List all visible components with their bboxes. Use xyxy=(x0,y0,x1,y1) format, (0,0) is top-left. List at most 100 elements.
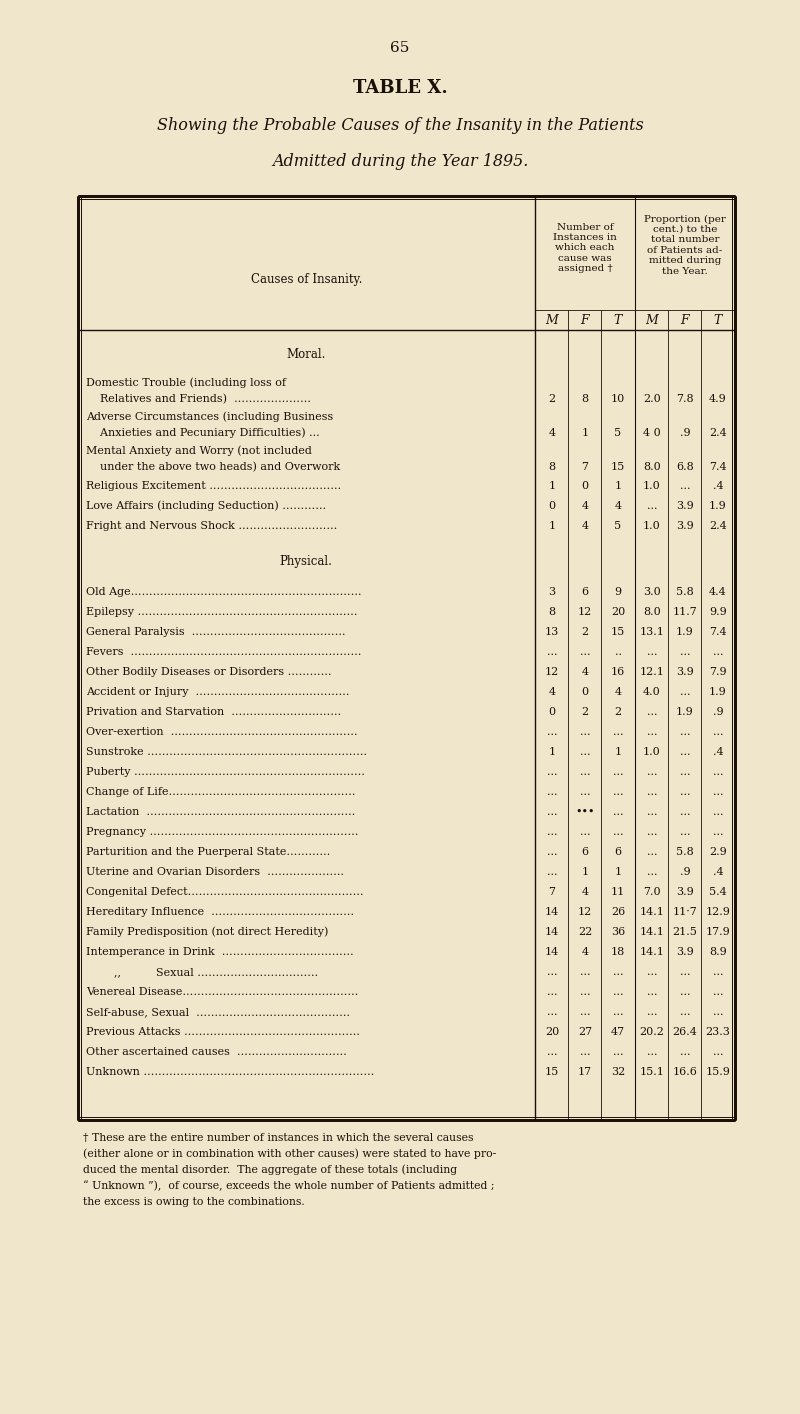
Text: ...: ... xyxy=(546,987,558,997)
Text: ...: ... xyxy=(580,747,590,756)
Text: 7.8: 7.8 xyxy=(676,395,694,404)
Text: ...: ... xyxy=(680,987,690,997)
Text: ...: ... xyxy=(646,648,658,658)
Text: ...: ... xyxy=(546,766,558,778)
Text: 3: 3 xyxy=(549,587,555,597)
Text: 5.4: 5.4 xyxy=(709,887,727,896)
Text: 1.0: 1.0 xyxy=(643,747,661,756)
Text: 5.8: 5.8 xyxy=(676,847,694,857)
Text: ...: ... xyxy=(580,648,590,658)
Text: under the above two heads) and Overwork: under the above two heads) and Overwork xyxy=(86,462,340,472)
Text: ...: ... xyxy=(546,648,558,658)
Text: 1: 1 xyxy=(549,481,555,491)
Text: ...: ... xyxy=(646,501,658,510)
Text: ...: ... xyxy=(646,867,658,877)
Text: 4: 4 xyxy=(582,520,589,532)
Text: 20: 20 xyxy=(545,1027,559,1036)
Text: 0: 0 xyxy=(582,687,589,697)
Text: 1: 1 xyxy=(549,747,555,756)
Text: 20.2: 20.2 xyxy=(639,1027,665,1036)
Text: Unknown ………………………………………………………: Unknown ……………………………………………………… xyxy=(86,1068,374,1077)
Text: ...: ... xyxy=(713,766,723,778)
Text: 18: 18 xyxy=(611,947,625,957)
Text: 0: 0 xyxy=(549,501,555,510)
Text: Relatives and Friends)  …………………: Relatives and Friends) ………………… xyxy=(86,395,311,404)
Text: 15.9: 15.9 xyxy=(706,1068,730,1077)
Text: ...: ... xyxy=(546,827,558,837)
Text: 8: 8 xyxy=(582,395,589,404)
Text: 2: 2 xyxy=(582,626,589,636)
Text: 13.1: 13.1 xyxy=(639,626,665,636)
Text: ...: ... xyxy=(613,1046,623,1058)
Text: 1: 1 xyxy=(582,428,589,438)
Text: Pregnancy …………………………………………………: Pregnancy ………………………………………………… xyxy=(86,827,358,837)
Text: ...: ... xyxy=(546,727,558,737)
Text: Moral.: Moral. xyxy=(286,348,326,361)
Text: 3.9: 3.9 xyxy=(676,667,694,677)
Text: ...: ... xyxy=(646,788,658,797)
Text: 4: 4 xyxy=(549,687,555,697)
Text: •••: ••• xyxy=(575,807,594,817)
Text: 4: 4 xyxy=(582,887,589,896)
Text: Causes of Insanity.: Causes of Insanity. xyxy=(251,273,362,287)
Text: ...: ... xyxy=(680,967,690,977)
Text: 9.9: 9.9 xyxy=(709,607,727,617)
Text: 26: 26 xyxy=(611,906,625,918)
Text: Puberty ………………………………………………………: Puberty ……………………………………………………… xyxy=(86,766,365,778)
Text: 17: 17 xyxy=(578,1068,592,1077)
Text: 1.9: 1.9 xyxy=(676,707,694,717)
Text: ...: ... xyxy=(713,827,723,837)
Text: ...: ... xyxy=(680,1007,690,1017)
Text: ...: ... xyxy=(680,766,690,778)
Text: 1.9: 1.9 xyxy=(709,501,727,510)
Text: Venereal Disease…………………………………………: Venereal Disease………………………………………… xyxy=(86,987,358,997)
Text: 14: 14 xyxy=(545,906,559,918)
Text: ...: ... xyxy=(713,807,723,817)
Text: .9: .9 xyxy=(680,428,690,438)
Text: F: F xyxy=(581,314,590,327)
Text: Privation and Starvation  …………………………: Privation and Starvation ………………………… xyxy=(86,707,342,717)
Text: ...: ... xyxy=(613,727,623,737)
Text: 1: 1 xyxy=(614,747,622,756)
Text: ...: ... xyxy=(580,1007,590,1017)
Text: ..: .. xyxy=(614,648,622,658)
Text: Congenital Defect…………………………………………: Congenital Defect………………………………………… xyxy=(86,887,364,896)
Text: 3.9: 3.9 xyxy=(676,520,694,532)
Text: Parturition and the Puerperal State…………: Parturition and the Puerperal State………… xyxy=(86,847,330,857)
Text: Epilepsy ……………………………………………………: Epilepsy …………………………………………………… xyxy=(86,607,358,617)
Text: 4: 4 xyxy=(582,501,589,510)
Text: ...: ... xyxy=(613,987,623,997)
Text: ...: ... xyxy=(680,827,690,837)
Text: 12: 12 xyxy=(578,607,592,617)
Text: (either alone or in combination with other causes) were stated to have pro-: (either alone or in combination with oth… xyxy=(83,1148,496,1159)
Text: ...: ... xyxy=(613,827,623,837)
Text: ...: ... xyxy=(546,807,558,817)
Text: ...: ... xyxy=(680,727,690,737)
Text: ...: ... xyxy=(646,1007,658,1017)
Text: ...: ... xyxy=(580,1046,590,1058)
Text: 2.0: 2.0 xyxy=(643,395,661,404)
Text: ...: ... xyxy=(613,967,623,977)
Text: Other ascertained causes  …………………………: Other ascertained causes ………………………… xyxy=(86,1046,347,1058)
Text: 47: 47 xyxy=(611,1027,625,1036)
Text: ...: ... xyxy=(613,766,623,778)
Text: M: M xyxy=(646,314,658,327)
Text: ...: ... xyxy=(713,987,723,997)
Text: ...: ... xyxy=(546,847,558,857)
Text: Hereditary Influence  …………………………………: Hereditary Influence ………………………………… xyxy=(86,906,354,918)
Text: ...: ... xyxy=(646,847,658,857)
Text: 16.6: 16.6 xyxy=(673,1068,698,1077)
Text: 15.1: 15.1 xyxy=(639,1068,665,1077)
Text: 2.4: 2.4 xyxy=(709,428,727,438)
Text: ...: ... xyxy=(580,727,590,737)
Text: ,,          Sexual ……………………………: ,, Sexual …………………………… xyxy=(86,967,318,977)
Text: Physical.: Physical. xyxy=(279,556,333,568)
Text: T: T xyxy=(714,314,722,327)
Text: the excess is owing to the combinations.: the excess is owing to the combinations. xyxy=(83,1198,305,1208)
Text: 7: 7 xyxy=(582,462,589,472)
Text: ...: ... xyxy=(546,967,558,977)
Text: 4: 4 xyxy=(614,501,622,510)
Text: 8: 8 xyxy=(549,462,555,472)
Text: 14: 14 xyxy=(545,947,559,957)
Text: ...: ... xyxy=(680,807,690,817)
